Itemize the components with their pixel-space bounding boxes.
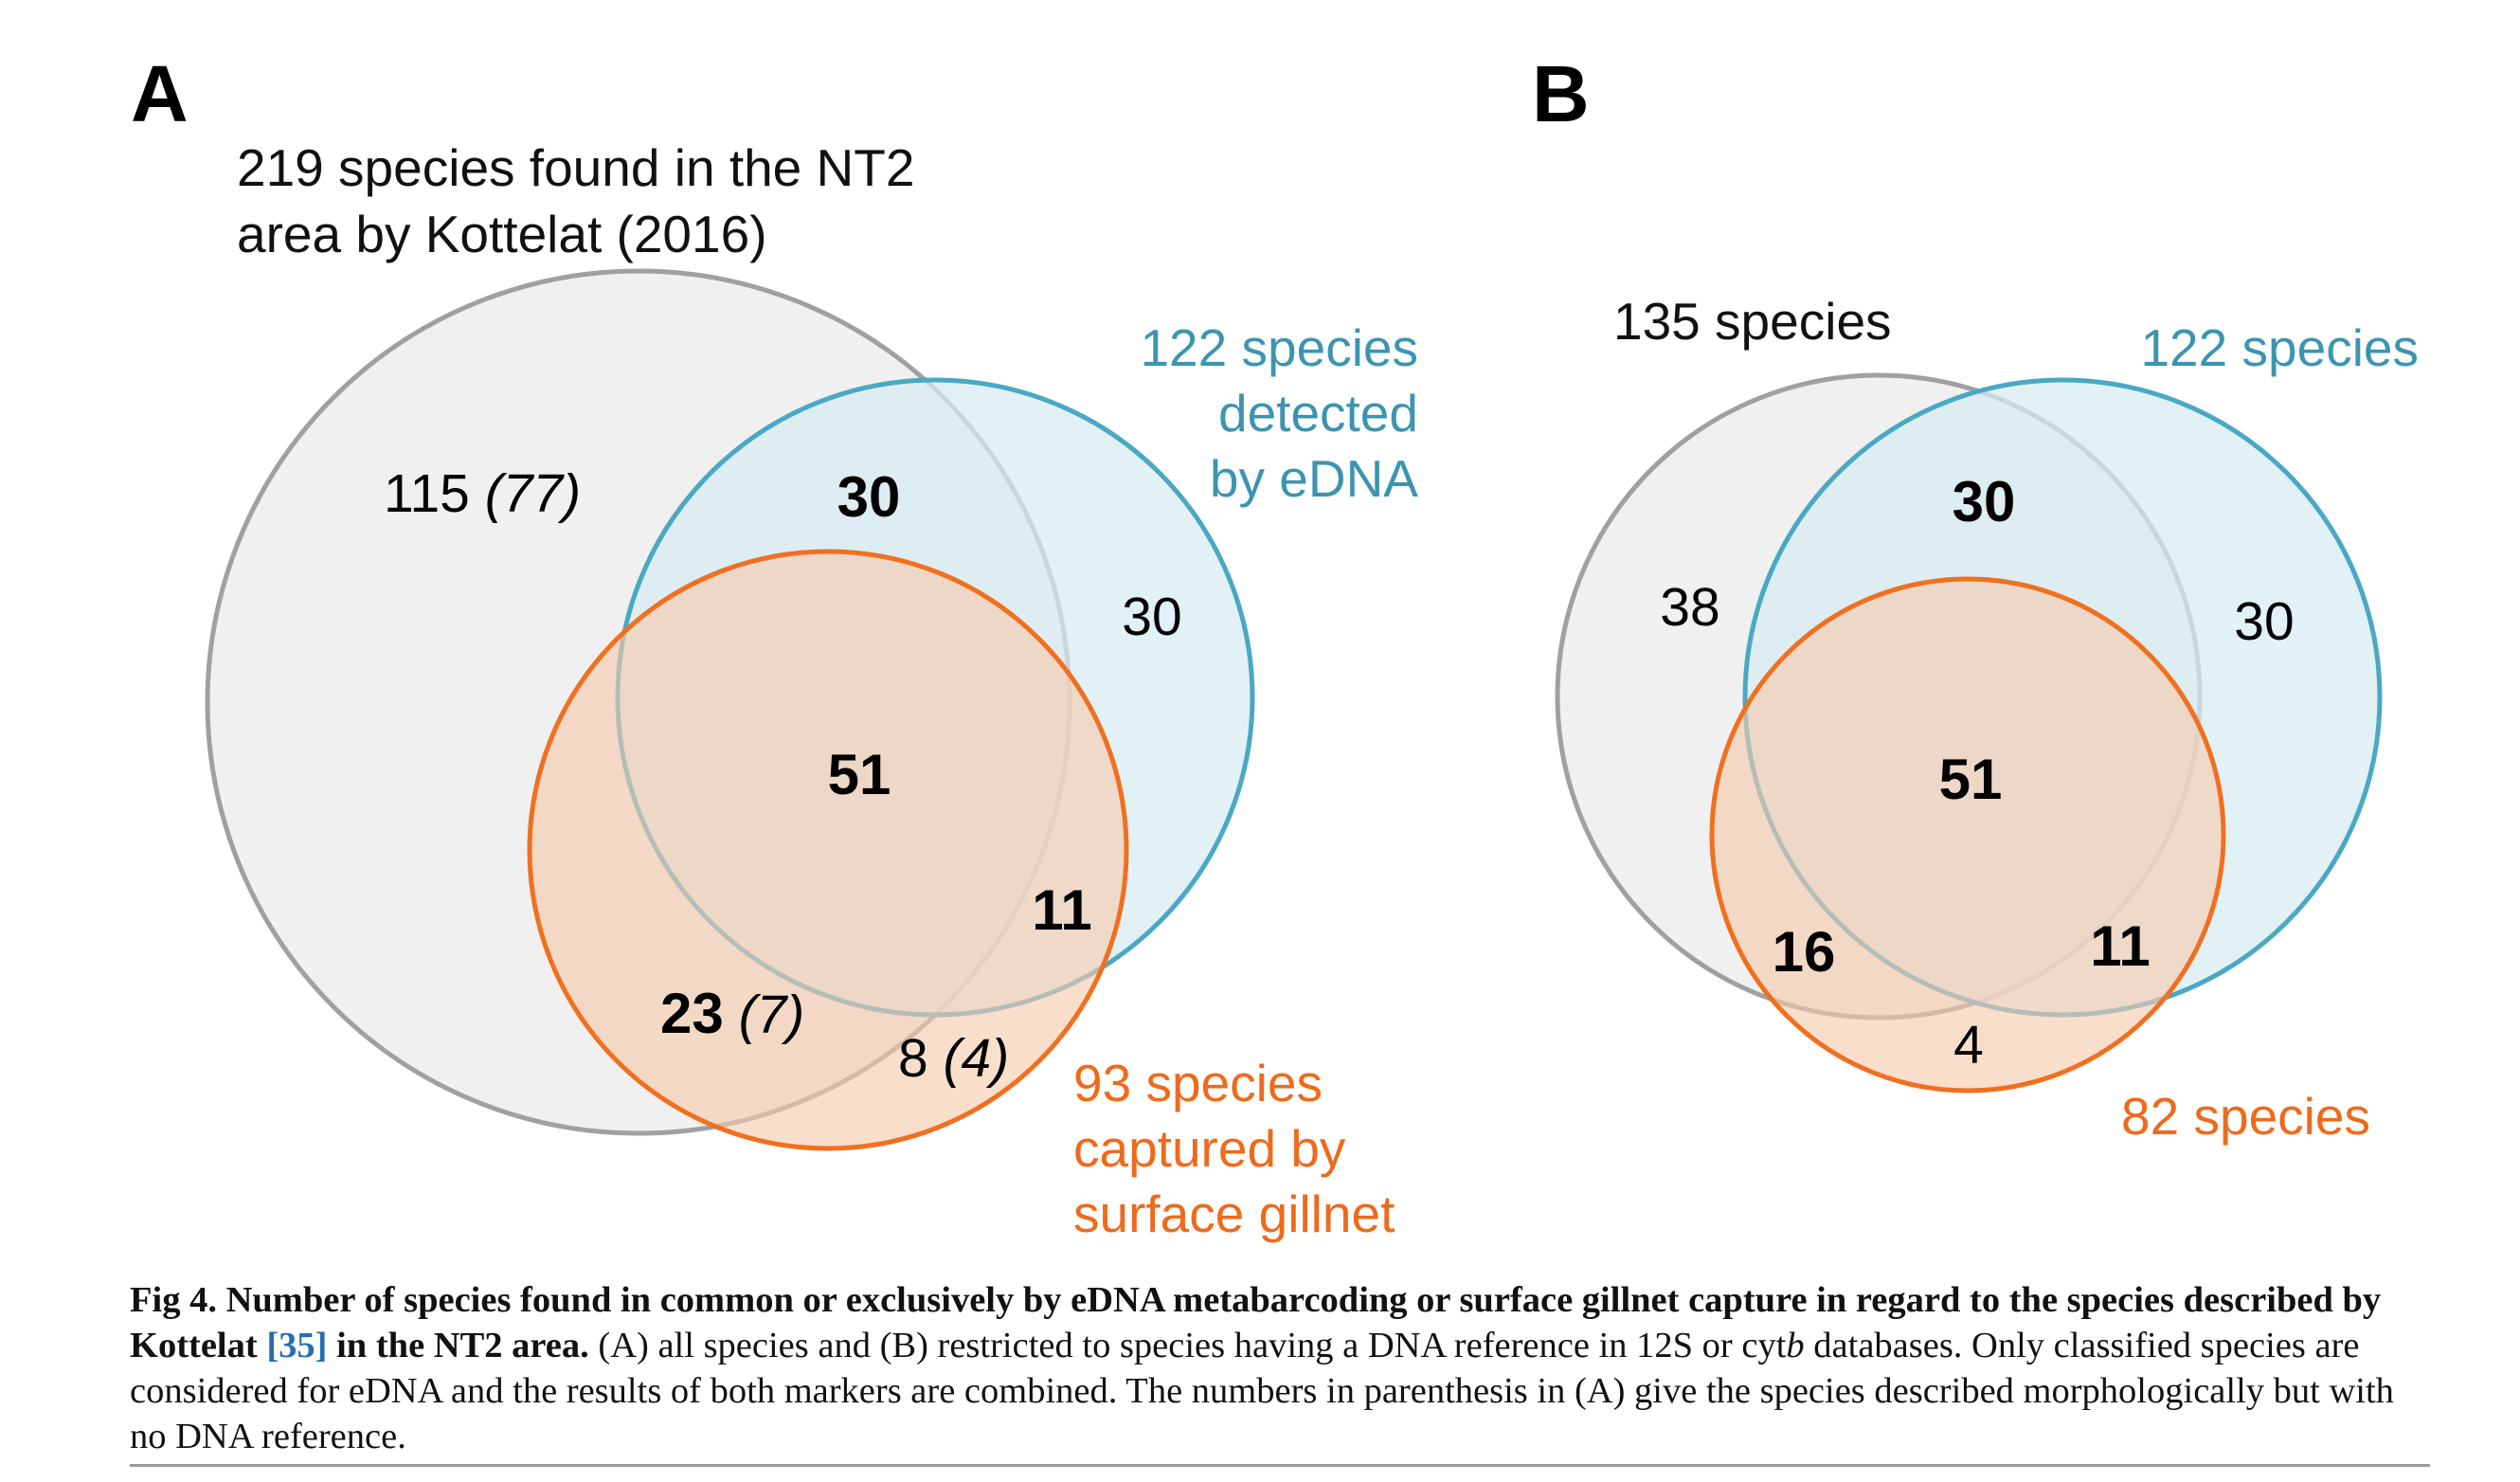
caption-bottom-rule (130, 1464, 2430, 1467)
venn-figure: A 219 species found in the NT2 area by K… (131, 49, 2419, 1243)
panel-b-count-edna-gillnet: 11 (2090, 914, 2150, 978)
panel-b-count-edna-only: 30 (2234, 591, 2294, 652)
panel-a-gillnet-label-line3: surface gillnet (1073, 1184, 1395, 1243)
caption-title: Fig 4. Number of species found in common… (130, 1280, 2381, 1365)
panel-b-gillnet-circle (1709, 576, 2226, 1093)
panel-a-letter: A (131, 49, 189, 138)
panel-a-count-kottelat-only: 115 (77) (384, 463, 581, 524)
caption-body-italic: b (1786, 1326, 1805, 1365)
panel-b-count-kottelat-only: 38 (1660, 577, 1719, 638)
panel-b: B 135 species 122 species 82 species 38 … (1532, 49, 2419, 1146)
panel-a-edna-label-line1: 122 species (1140, 318, 1418, 377)
panel-b-count-kottelat-gillnet: 16 (1773, 920, 1836, 984)
panel-a-kottelat-label-line1: 219 species found in the NT2 (237, 138, 914, 197)
caption-title-part1: Fig 4. Number of species found in common… (130, 1280, 2382, 1365)
panel-a-count-gillnet-only: 8 (4) (898, 1028, 1009, 1089)
caption-reference-link[interactable]: [35] (266, 1326, 328, 1365)
panel-b-kottelat-label: 135 species (1613, 292, 1892, 351)
panel-a-gillnet-label-line1: 93 species (1073, 1054, 1323, 1112)
panel-b-letter: B (1532, 49, 1590, 138)
panel-a-count-kottelat-gillnet: 23 (7) (660, 982, 804, 1045)
panel-a-count-edna-gillnet: 11 (1032, 878, 1091, 942)
panel-a-gillnet-circle (527, 549, 1129, 1151)
panel-b-count-gillnet-only: 4 (1953, 1015, 1984, 1075)
panel-b-edna-label: 122 species (2140, 318, 2419, 377)
panel-a-gillnet-label-line2: captured by (1073, 1119, 1346, 1178)
figure-caption: Fig 4. Number of species found in common… (130, 1277, 2430, 1459)
caption-body-part1: (A) all species and (B) restricted to sp… (588, 1326, 1787, 1365)
panel-a-edna-label-line3: by eDNA (1210, 449, 1418, 508)
panel-a-count-edna-only: 30 (1122, 587, 1181, 647)
panel-b-count-kottelat-edna: 30 (1953, 470, 2016, 533)
caption-title-part2: in the NT2 area. (327, 1326, 589, 1365)
panel-a-kottelat-label-line2: area by Kottelat (2016) (237, 205, 767, 263)
panel-a-count-all-three: 51 (828, 743, 891, 806)
panel-b-count-all-three: 51 (1939, 748, 2003, 811)
panel-a: A 219 species found in the NT2 area by K… (131, 49, 1418, 1243)
panel-a-edna-label-line2: detected (1218, 384, 1418, 443)
panel-b-gillnet-label: 82 species (2121, 1087, 2370, 1146)
caption-body-part2: databases. Only classified species are c… (130, 1326, 2394, 1456)
panel-a-count-kottelat-edna: 30 (837, 465, 901, 529)
